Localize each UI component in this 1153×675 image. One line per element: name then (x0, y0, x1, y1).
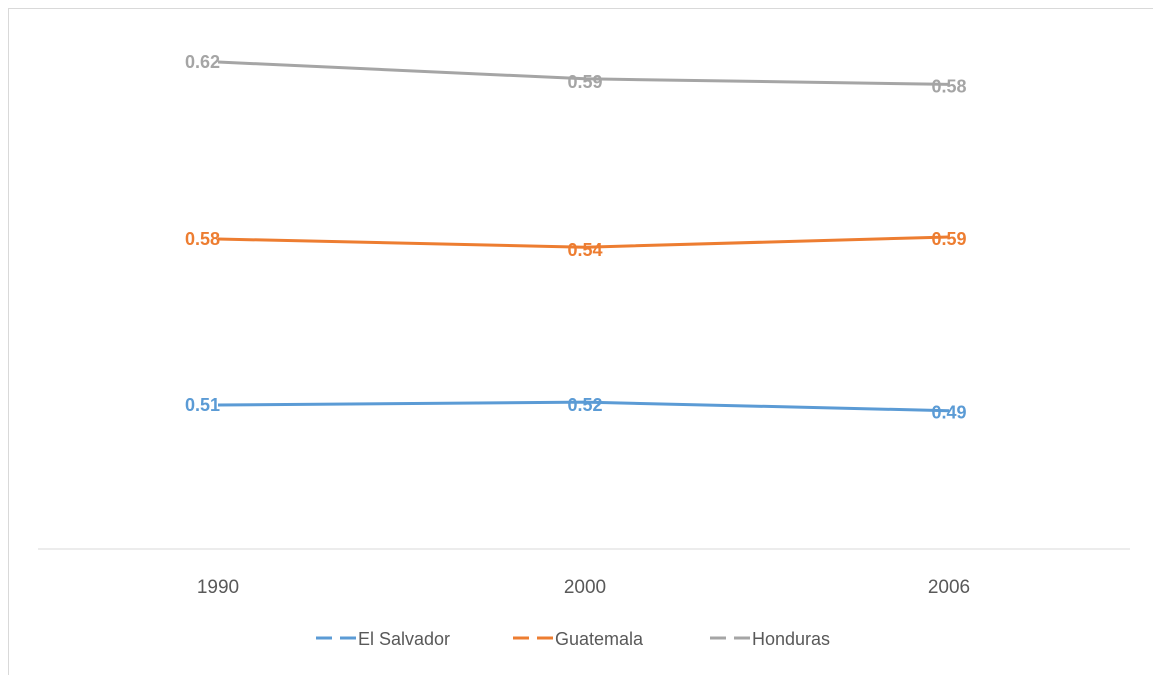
legend-item-honduras: Honduras (710, 629, 830, 649)
data-label: 0.58 (185, 229, 220, 249)
data-labels: 0.51 0.52 0.49 0.58 0.54 0.59 0.62 0.59 0.58 (185, 52, 967, 423)
data-label: 0.58 (931, 76, 966, 96)
legend-item-guatemala: Guatemala (513, 629, 644, 649)
legend-item-el-salvador: El Salvador (316, 629, 450, 649)
series-honduras (217, 60, 950, 86)
legend-label: El Salvador (358, 629, 450, 649)
legend: El Salvador Guatemala Honduras (316, 629, 830, 649)
legend-label: Guatemala (555, 629, 644, 649)
chart-frame (8, 8, 1153, 675)
data-label: 0.52 (567, 395, 602, 415)
x-tick-label: 2000 (564, 577, 606, 598)
data-label: 0.62 (185, 52, 220, 72)
data-label: 0.59 (931, 229, 966, 249)
x-axis: 1990 2000 2006 (38, 548, 1130, 598)
x-tick-label: 2006 (928, 577, 970, 598)
series-el-salvador (217, 400, 950, 413)
series-guatemala (217, 235, 950, 249)
x-tick-label: 1990 (197, 577, 239, 598)
data-label: 0.59 (567, 72, 602, 92)
legend-label: Honduras (752, 629, 830, 649)
plot-area (217, 60, 950, 413)
data-label: 0.54 (567, 240, 602, 260)
data-label: 0.51 (185, 395, 220, 415)
data-label: 0.49 (931, 403, 966, 423)
